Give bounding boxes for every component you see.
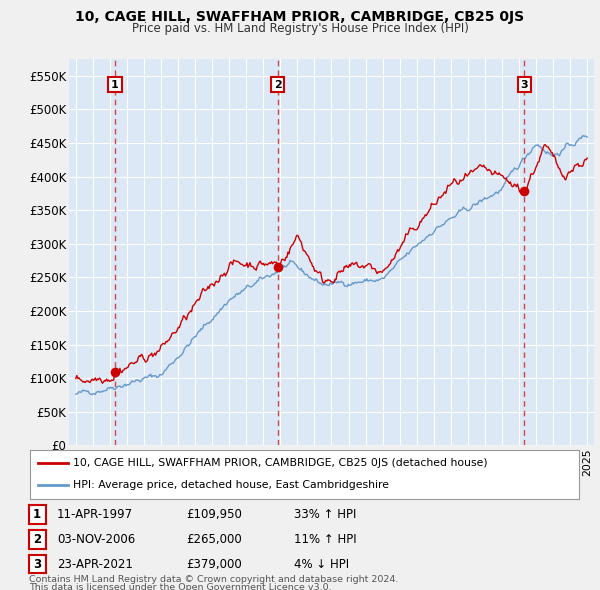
Text: Contains HM Land Registry data © Crown copyright and database right 2024.: Contains HM Land Registry data © Crown c… xyxy=(29,575,398,585)
Text: 23-APR-2021: 23-APR-2021 xyxy=(57,558,133,571)
Text: 2: 2 xyxy=(274,80,281,90)
Text: 10, CAGE HILL, SWAFFHAM PRIOR, CAMBRIDGE, CB25 0JS: 10, CAGE HILL, SWAFFHAM PRIOR, CAMBRIDGE… xyxy=(76,10,524,24)
Text: 2: 2 xyxy=(33,533,41,546)
Text: £109,950: £109,950 xyxy=(186,508,242,521)
Text: 1: 1 xyxy=(33,508,41,521)
Text: £265,000: £265,000 xyxy=(186,533,242,546)
Text: HPI: Average price, detached house, East Cambridgeshire: HPI: Average price, detached house, East… xyxy=(73,480,389,490)
Text: 3: 3 xyxy=(520,80,528,90)
Text: 3: 3 xyxy=(33,558,41,571)
Text: 11% ↑ HPI: 11% ↑ HPI xyxy=(294,533,356,546)
Text: 1: 1 xyxy=(111,80,119,90)
Text: Price paid vs. HM Land Registry's House Price Index (HPI): Price paid vs. HM Land Registry's House … xyxy=(131,22,469,35)
Text: £379,000: £379,000 xyxy=(186,558,242,571)
Text: 11-APR-1997: 11-APR-1997 xyxy=(57,508,133,521)
Text: 4% ↓ HPI: 4% ↓ HPI xyxy=(294,558,349,571)
Text: This data is licensed under the Open Government Licence v3.0.: This data is licensed under the Open Gov… xyxy=(29,583,331,590)
Text: 33% ↑ HPI: 33% ↑ HPI xyxy=(294,508,356,521)
Text: 03-NOV-2006: 03-NOV-2006 xyxy=(57,533,135,546)
Text: 10, CAGE HILL, SWAFFHAM PRIOR, CAMBRIDGE, CB25 0JS (detached house): 10, CAGE HILL, SWAFFHAM PRIOR, CAMBRIDGE… xyxy=(73,458,487,468)
